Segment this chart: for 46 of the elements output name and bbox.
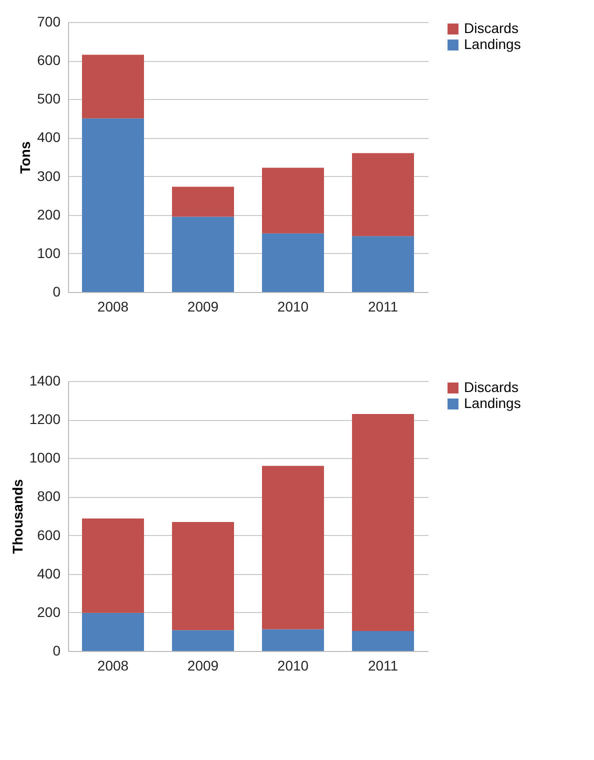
y-tick-label: 600 bbox=[37, 526, 61, 543]
bar bbox=[172, 630, 234, 651]
bar bbox=[262, 629, 324, 651]
y-tick-label: 100 bbox=[37, 244, 61, 261]
bar bbox=[82, 518, 144, 613]
bar bbox=[172, 216, 234, 292]
y-tick-label: 0 bbox=[52, 284, 61, 300]
x-tick-label: 2009 bbox=[187, 298, 219, 314]
x-tick-label: 2009 bbox=[187, 658, 219, 674]
x-tick-label: 2010 bbox=[277, 658, 309, 674]
x-tick-label: 2011 bbox=[368, 298, 398, 314]
y-tick-label: 600 bbox=[37, 52, 61, 68]
y-tick-label: 400 bbox=[37, 129, 61, 146]
legend-label: Discards bbox=[464, 20, 518, 36]
bar bbox=[352, 153, 414, 236]
x-tick-label: 2011 bbox=[368, 658, 398, 674]
y-tick-label: 1400 bbox=[29, 372, 61, 388]
bar bbox=[172, 186, 234, 217]
bar bbox=[262, 168, 324, 234]
x-tick-label: 2010 bbox=[277, 298, 309, 314]
y-tick-label: 1000 bbox=[29, 450, 61, 466]
y-tick-label: 800 bbox=[37, 488, 61, 504]
bar bbox=[262, 466, 324, 630]
y-tick-label: 200 bbox=[37, 206, 61, 222]
y-tick-label: 500 bbox=[37, 90, 61, 107]
y-tick-label: 700 bbox=[37, 14, 61, 30]
bar bbox=[82, 118, 144, 292]
y-tick-label: 1200 bbox=[29, 411, 61, 428]
bar bbox=[172, 522, 234, 630]
legend-label: Landings bbox=[464, 36, 521, 52]
y-tick-label: 200 bbox=[37, 604, 61, 620]
y-tick-label: 0 bbox=[52, 642, 61, 658]
bar bbox=[82, 54, 144, 118]
bar bbox=[352, 630, 414, 651]
bar bbox=[262, 233, 324, 292]
bar bbox=[82, 612, 144, 651]
y-tick-label: 300 bbox=[37, 168, 61, 184]
bar bbox=[352, 414, 414, 631]
legend-label: Landings bbox=[464, 395, 521, 411]
legend-label: Discards bbox=[464, 379, 518, 395]
y-axis-title: Tons bbox=[17, 141, 34, 174]
y-axis-title: Thousands bbox=[9, 478, 26, 554]
bar bbox=[352, 236, 414, 292]
y-tick-label: 400 bbox=[37, 565, 61, 582]
x-tick-label: 2008 bbox=[97, 298, 129, 314]
x-tick-label: 2008 bbox=[97, 658, 129, 674]
